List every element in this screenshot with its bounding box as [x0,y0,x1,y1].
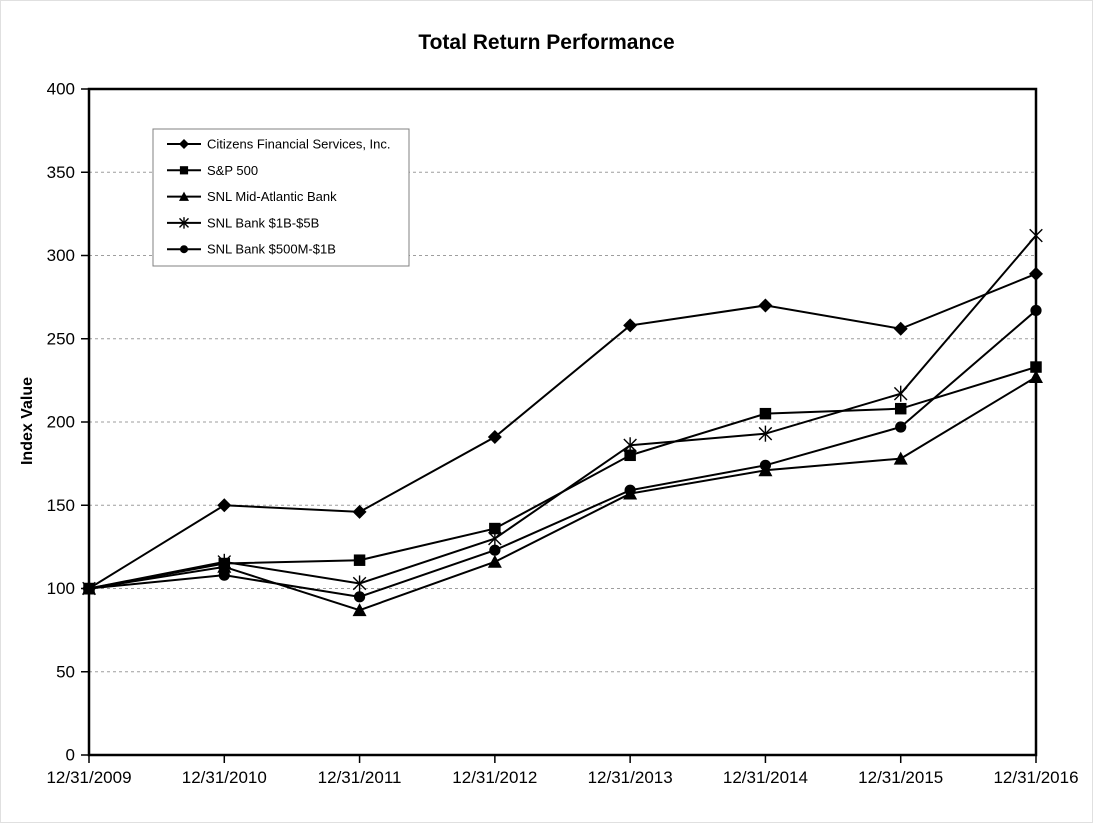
y-tick-label: 300 [47,246,75,265]
square-marker-icon [1030,361,1042,373]
diamond-marker-icon [893,321,908,336]
diamond-marker-icon [1029,266,1043,281]
series-line-5 [88,309,1037,598]
legend-label: SNL Mid-Atlantic Bank [207,189,337,204]
y-tick-label: 400 [47,80,75,99]
legend-label: S&P 500 [207,163,258,178]
star-marker-icon [179,217,189,228]
legend-label: Citizens Financial Services, Inc. [207,137,391,152]
y-tick-label: 0 [66,746,75,765]
x-tick-label: 12/31/2010 [182,768,267,787]
x-tick-label: 12/31/2012 [452,768,537,787]
diamond-marker-icon [352,504,367,519]
x-tick-label: 12/31/2014 [723,768,808,787]
y-tick-label: 200 [47,413,75,432]
legend-label: SNL Bank $500M-$1B [207,242,336,257]
diamond-marker-icon [623,318,638,333]
x-tick-label: 12/31/2015 [858,768,943,787]
series-line-3 [88,376,1037,612]
circle-marker-icon [759,459,772,471]
triangle-marker-icon [487,554,502,568]
y-tick-label: 350 [47,163,75,182]
circle-marker-icon [83,582,95,595]
y-tick-label: 150 [47,496,75,515]
chart-title: Total Return Performance [418,31,675,54]
diamond-marker-icon [758,298,773,313]
triangle-marker-icon [893,451,908,465]
star-marker-icon [623,438,637,453]
star-marker-icon [352,576,367,591]
square-marker-icon [894,402,907,415]
star-marker-icon [217,555,232,569]
y-tick-label: 250 [47,329,75,348]
square-marker-icon [353,554,366,566]
circle-marker-icon [489,544,501,556]
x-tick-label: 12/31/2011 [318,768,402,787]
diamond-marker-icon [217,498,232,513]
square-marker-icon [759,407,772,420]
square-marker-icon [179,166,189,175]
star-marker-icon [758,426,773,441]
diamond-marker-icon [179,139,189,149]
diamond-marker-icon [487,429,502,444]
circle-marker-icon [1030,304,1042,317]
triangle-marker-icon [352,603,367,617]
square-marker-icon [624,449,636,462]
circle-marker-icon [180,245,188,254]
y-tick-label: 100 [47,579,75,598]
circle-marker-icon [624,484,636,496]
star-marker-icon [893,386,908,401]
x-tick-label: 12/31/2009 [46,768,131,787]
series-line-1 [88,272,1037,590]
legend-label: SNL Bank $1B-$5B [207,215,319,230]
series-line-4 [88,234,1037,590]
square-marker-icon [489,522,501,535]
triangle-marker-icon [1029,370,1043,383]
series-line-2 [88,366,1037,590]
star-marker-icon [1029,228,1043,243]
circle-marker-icon [218,569,230,581]
y-axis-label: Index Value [19,376,36,466]
x-tick-label: 12/31/2016 [993,768,1078,787]
circle-marker-icon [895,421,907,433]
x-tick-label: 12/31/2013 [588,768,673,787]
y-tick-label: 50 [56,662,75,681]
star-marker-icon [488,531,502,546]
triangle-marker-icon [179,191,189,201]
circle-marker-icon [353,591,366,603]
